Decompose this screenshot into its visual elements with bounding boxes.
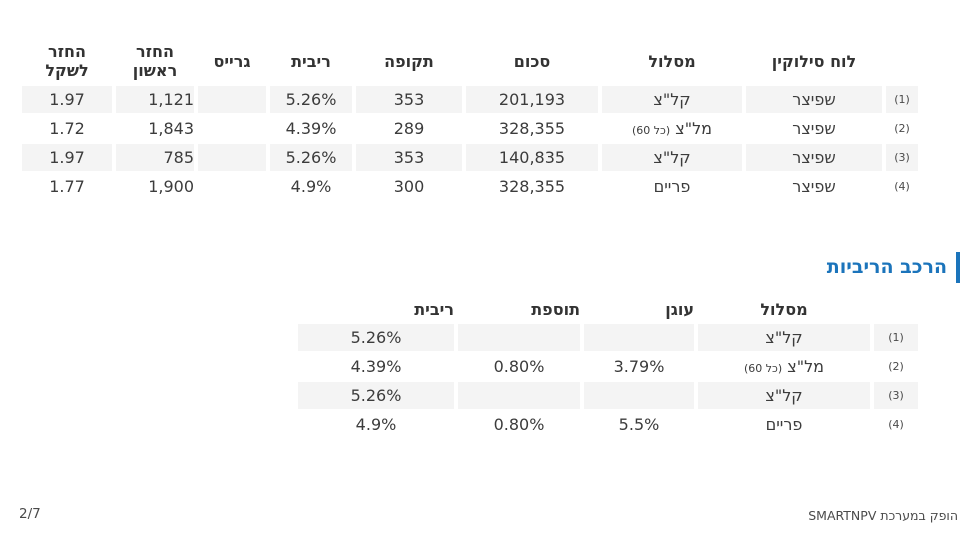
cell-maslul: קל"צ [602, 144, 742, 171]
cell-grace [198, 144, 266, 171]
amortization-header-row: לוח סילוקין מסלול סכום תקופה ריבית גרייס… [22, 38, 918, 84]
footer-produced-by: הופק במערכת SMARTNPV [808, 508, 958, 523]
cell-rate: 4.9% [355, 415, 397, 434]
column-header-maslul: מסלול [760, 299, 808, 319]
cell-sum: 328,355 [498, 119, 566, 138]
cell-schedule: שפיצר [792, 119, 836, 138]
cell-rate: 4.9% [290, 177, 332, 196]
table-row: (2) מל"צ (כל 60) 3.79% 0.80% 4.39% [298, 353, 918, 380]
cell-anchor: 5.5% [618, 415, 660, 434]
cell-anchor: 3.79% [613, 357, 665, 376]
row-index: (2) [894, 122, 910, 135]
cell-first-payment: 785 [116, 144, 194, 171]
column-header-first-payment: החזר ראשון [132, 42, 178, 80]
table-row: (1) שפיצר קל"צ 201,193 353 5.26% 1,121 1… [22, 86, 918, 113]
cell-per-shekel: 1.97 [22, 144, 112, 171]
amortization-table: לוח סילוקין מסלול סכום תקופה ריבית גרייס… [18, 36, 922, 202]
cell-sum: 328,355 [498, 177, 566, 196]
row-index: (1) [874, 324, 918, 351]
table-row: (3) שפיצר קל"צ 140,835 353 5.26% 785 1.9… [22, 144, 918, 171]
table-row: (1) קל"צ 5.26% [298, 324, 918, 351]
rates-table: מסלול עוגן תוספת ריבית (1) קל"צ 5.26% (2… [294, 294, 922, 440]
cell-schedule: שפיצר [746, 144, 882, 171]
cell-maslul: קל"צ [602, 86, 742, 113]
cell-maslul: מל"צ (כל 60) [631, 119, 713, 138]
cell-schedule: שפיצר [746, 86, 882, 113]
section-title-rates: הרכב הריביות [827, 252, 960, 283]
cell-schedule: שפיצר [792, 177, 836, 196]
row-index: (3) [886, 144, 918, 171]
cell-margin: 0.80% [493, 415, 545, 434]
column-header-margin: תוספת [531, 299, 580, 319]
cell-anchor [584, 382, 694, 409]
table-row: (3) קל"צ 5.26% [298, 382, 918, 409]
cell-grace [198, 173, 266, 200]
cell-first-payment: 1,121 [116, 86, 194, 113]
cell-per-shekel: 1.72 [49, 119, 85, 138]
cell-margin [458, 382, 580, 409]
column-header-per-shekel: החזר לשקל [45, 42, 89, 80]
cell-per-shekel: 1.77 [49, 177, 85, 196]
table-row: (4) שפיצר פריים 328,355 300 4.9% 1,900 1… [22, 173, 918, 200]
cell-grace [198, 86, 266, 113]
cell-per-shekel: 1.97 [22, 86, 112, 113]
row-index: (4) [888, 418, 904, 431]
cell-rate: 5.26% [298, 382, 454, 409]
cell-maslul: קל"צ [698, 324, 870, 351]
cell-maslul: קל"צ [698, 382, 870, 409]
cell-period: 289 [393, 119, 425, 138]
cell-maslul: מל"צ (כל 60) [743, 357, 825, 376]
cell-maslul: פריים [765, 415, 803, 434]
table-row: (4) פריים 5.5% 0.80% 4.9% [298, 411, 918, 438]
header-index-spacer [874, 296, 918, 322]
cell-sum: 201,193 [466, 86, 598, 113]
cell-margin [458, 324, 580, 351]
row-index: (1) [886, 86, 918, 113]
cell-sum: 140,835 [466, 144, 598, 171]
cell-grace [198, 115, 266, 142]
column-header-sum: סכום [513, 51, 551, 71]
cell-rate: 4.39% [285, 119, 337, 138]
cell-rate: 5.26% [298, 324, 454, 351]
header-index-spacer [886, 38, 918, 84]
column-header-rate: ריבית [291, 51, 331, 71]
column-header-maslul: מסלול [648, 51, 696, 71]
rates-header-row: מסלול עוגן תוספת ריבית [298, 296, 918, 322]
cell-rate: 5.26% [270, 144, 352, 171]
cell-first-payment: 1,900 [148, 177, 194, 196]
cell-rate: 4.39% [350, 357, 402, 376]
cell-period: 300 [393, 177, 425, 196]
cell-rate: 5.26% [270, 86, 352, 113]
row-index: (3) [874, 382, 918, 409]
column-header-rate: ריבית [414, 299, 454, 319]
cell-anchor [584, 324, 694, 351]
column-header-grace: גרייס [213, 51, 251, 71]
row-index: (2) [888, 360, 904, 373]
cell-period: 353 [356, 86, 462, 113]
footer-page-number: 2/7 [19, 506, 41, 522]
cell-margin: 0.80% [493, 357, 545, 376]
table-row: (2) שפיצר מל"צ (כל 60) 328,355 289 4.39%… [22, 115, 918, 142]
column-header-anchor: עוגן [665, 299, 694, 319]
column-header-period: תקופה [384, 51, 434, 71]
cell-maslul: פריים [653, 177, 691, 196]
row-index: (4) [894, 180, 910, 193]
column-header-schedule: לוח סילוקין [771, 51, 857, 71]
cell-period: 353 [356, 144, 462, 171]
cell-first-payment: 1,843 [148, 119, 194, 138]
